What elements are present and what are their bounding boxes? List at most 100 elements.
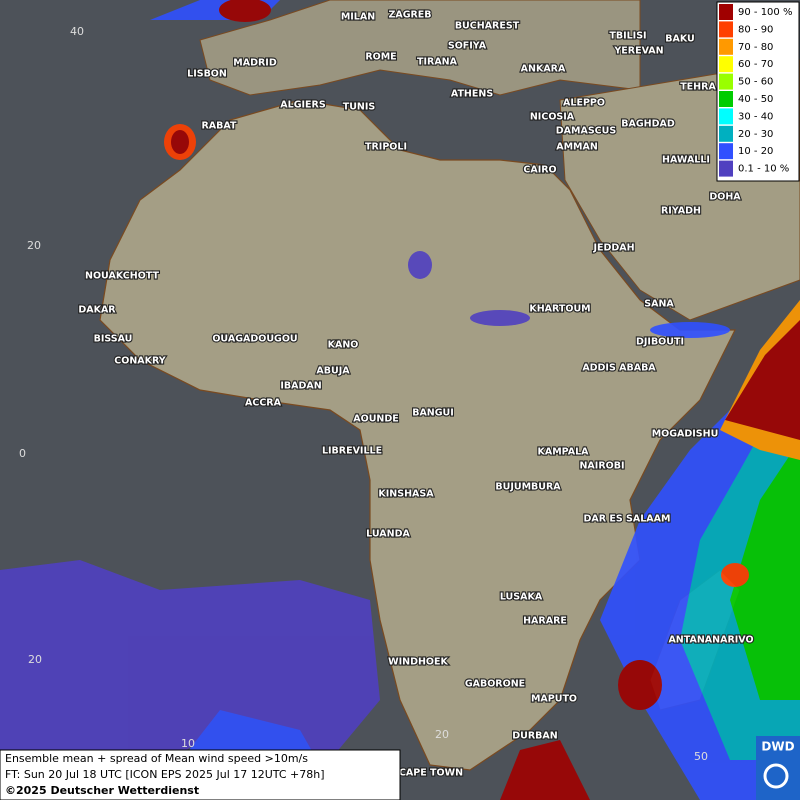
city-label: KHARTOUM — [529, 304, 590, 315]
legend-label: 20 - 30 — [738, 129, 773, 140]
legend-swatch — [719, 73, 733, 90]
city-label: SOFIYA — [448, 41, 487, 52]
legend-label: 60 - 70 — [738, 59, 773, 70]
city-label: LISBON — [187, 69, 227, 80]
city-label: MADRID — [233, 58, 277, 69]
city-label: LUSAKA — [500, 592, 543, 603]
city-label: MOGADISHU — [652, 429, 719, 440]
city-label: DJIBOUTI — [636, 337, 684, 348]
city-label: JEDDAH — [592, 243, 634, 254]
legend-swatch — [719, 91, 733, 107]
legend-label: 50 - 60 — [738, 77, 773, 88]
europe — [199, 0, 641, 96]
legend-swatch — [719, 143, 733, 160]
legend-swatch — [719, 160, 733, 177]
legend-label: 0.1 - 10 % — [738, 164, 789, 175]
city-label: DAMASCUS — [556, 126, 617, 137]
city-label: OUAGADOUGOU — [212, 334, 297, 345]
legend-label: 80 - 90 — [738, 24, 773, 35]
lat-label: 0 — [19, 447, 26, 460]
city-label: RIYADH — [661, 206, 701, 217]
legend-swatch — [719, 56, 733, 73]
logo: DWD — [756, 736, 800, 800]
city-label: MAPUTO — [531, 694, 577, 705]
legend-swatch — [719, 125, 733, 142]
footer-box — [0, 749, 401, 800]
city-label: BAKU — [665, 34, 695, 45]
city-label: DOHA — [709, 192, 741, 203]
city-label: IBADAN — [280, 381, 321, 392]
city-label: TEHRA — [680, 82, 716, 93]
city-label: TBILISI — [609, 31, 646, 42]
lon-label: 10 — [181, 737, 195, 750]
footer-line: ©2025 Deutscher Wetterdienst — [5, 784, 199, 797]
lat-label: 40 — [70, 25, 84, 38]
legend: 90 - 100 % 80 - 90 70 - 80 60 - 70 50 - 60 40… — [716, 1, 800, 182]
city-label: CAPE TOWN — [399, 768, 463, 779]
lat-label: 20 — [27, 239, 41, 252]
city-label: MILAN — [341, 12, 375, 23]
city-label: BISSAU — [94, 334, 133, 345]
city-label: HARARE — [523, 616, 567, 627]
city-label: ALEPPO — [563, 98, 605, 109]
city-label: ANTANANARIVO — [668, 635, 753, 646]
city-label: CONAKRY — [114, 356, 166, 367]
city-label: ZAGREB — [388, 10, 431, 21]
city-label: CAIRO — [523, 165, 556, 176]
footer-line: FT: Sun 20 Jul 18 UTC [ICON EPS 2025 Jul… — [5, 768, 325, 781]
legend-swatch — [719, 21, 733, 38]
city-label: WINDHOEK — [388, 657, 448, 668]
logo-text: DWD — [761, 740, 794, 754]
legend-swatch — [719, 108, 733, 125]
city-label: ATHENS — [451, 89, 493, 100]
lat-label: 20 — [28, 653, 42, 666]
legend-label: 10 - 20 — [738, 146, 773, 157]
footer: Ensemble mean + spread of Mean wind spee… — [0, 749, 401, 800]
logo-box — [756, 736, 800, 800]
city-label: NAIROBI — [579, 461, 624, 472]
legend-label: 40 - 50 — [738, 94, 773, 105]
city-label: ABUJA — [316, 366, 350, 377]
legend-swatch — [719, 4, 733, 20]
city-label: AOUNDE — [353, 414, 398, 425]
city-label: DAKAR — [78, 305, 116, 316]
lon-label: 20 — [435, 728, 449, 741]
footer-line: Ensemble mean + spread of Mean wind spee… — [5, 752, 308, 765]
city-label: DAR ES SALAAM — [584, 514, 671, 525]
city-label: TRIPOLI — [365, 142, 407, 153]
city-label: NICOSIA — [530, 112, 575, 123]
city-label: AMMAN — [556, 142, 598, 153]
legend-label: 30 - 40 — [738, 111, 773, 122]
city-label: HAWALLI — [662, 155, 710, 166]
legend-label: 90 - 100 % — [738, 7, 792, 18]
city-label: ACCRA — [245, 398, 282, 409]
legend-swatch — [719, 38, 733, 55]
city-label: BUJUMBURA — [495, 482, 561, 493]
city-label: BANGUI — [412, 408, 454, 419]
legend-label: 70 - 80 — [738, 42, 773, 53]
africa — [99, 99, 736, 771]
lon-label: 50 — [694, 750, 708, 763]
city-label: DURBAN — [512, 731, 558, 742]
city-label: ALGIERS — [280, 100, 326, 111]
city-label: KINSHASA — [378, 489, 434, 500]
city-label: SANA — [644, 299, 674, 310]
city-label: KAMPALA — [537, 447, 589, 458]
city-label: RABAT — [201, 121, 237, 132]
city-label: ROME — [365, 52, 396, 63]
city-label: NOUAKCHOTT — [85, 271, 159, 282]
city-label: YEREVAN — [613, 46, 663, 57]
city-labels: MILAN ZAGREB BUCHAREST TBILISI BAKU MADRID ROM… — [77, 8, 754, 779]
grid-labels: 40 20 0 20 10 20 50 — [19, 25, 708, 763]
city-label: ADDIS ABABA — [582, 363, 656, 374]
city-label: KANO — [328, 340, 359, 351]
city-label: GABORONE — [465, 679, 525, 690]
city-label: TUNIS — [343, 102, 376, 113]
city-label: TIRANA — [417, 57, 458, 68]
logo-icon — [763, 763, 789, 789]
city-label: BUCHAREST — [455, 21, 520, 32]
city-label: BAGHDAD — [621, 119, 675, 130]
